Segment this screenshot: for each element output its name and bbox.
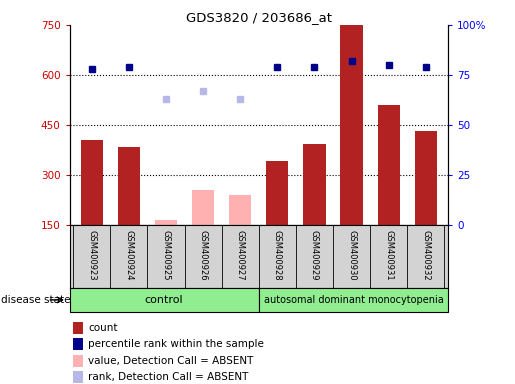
Bar	[118, 147, 140, 225]
FancyBboxPatch shape	[259, 288, 448, 312]
Text: GSM400928: GSM400928	[273, 230, 282, 280]
Bar	[73, 338, 83, 350]
Bar	[266, 161, 288, 225]
Bar	[73, 371, 83, 383]
Bar	[73, 355, 83, 367]
Text: rank, Detection Call = ABSENT: rank, Detection Call = ABSENT	[89, 372, 249, 382]
Title: GDS3820 / 203686_at: GDS3820 / 203686_at	[186, 11, 332, 24]
Text: GSM400927: GSM400927	[236, 230, 245, 280]
Bar	[303, 144, 325, 225]
Text: disease state: disease state	[1, 295, 71, 305]
Text: value, Detection Call = ABSENT: value, Detection Call = ABSENT	[89, 356, 254, 366]
Bar	[415, 131, 437, 225]
Bar	[229, 195, 251, 225]
Bar	[155, 220, 177, 225]
Text: GSM400931: GSM400931	[384, 230, 393, 280]
Text: GSM400926: GSM400926	[199, 230, 208, 280]
FancyBboxPatch shape	[70, 288, 259, 312]
Bar	[73, 322, 83, 334]
Text: percentile rank within the sample: percentile rank within the sample	[89, 339, 264, 349]
Text: GSM400929: GSM400929	[310, 230, 319, 280]
Bar	[81, 140, 103, 225]
Text: GSM400925: GSM400925	[162, 230, 170, 280]
Text: control: control	[145, 295, 183, 305]
Text: count: count	[89, 323, 118, 333]
Bar	[192, 190, 214, 225]
Text: GSM400930: GSM400930	[347, 230, 356, 280]
Text: GSM400923: GSM400923	[87, 230, 96, 280]
Bar	[340, 25, 363, 225]
Text: GSM400924: GSM400924	[125, 230, 133, 280]
Text: autosomal dominant monocytopenia: autosomal dominant monocytopenia	[264, 295, 443, 305]
Text: GSM400932: GSM400932	[421, 230, 431, 280]
Bar	[377, 105, 400, 225]
